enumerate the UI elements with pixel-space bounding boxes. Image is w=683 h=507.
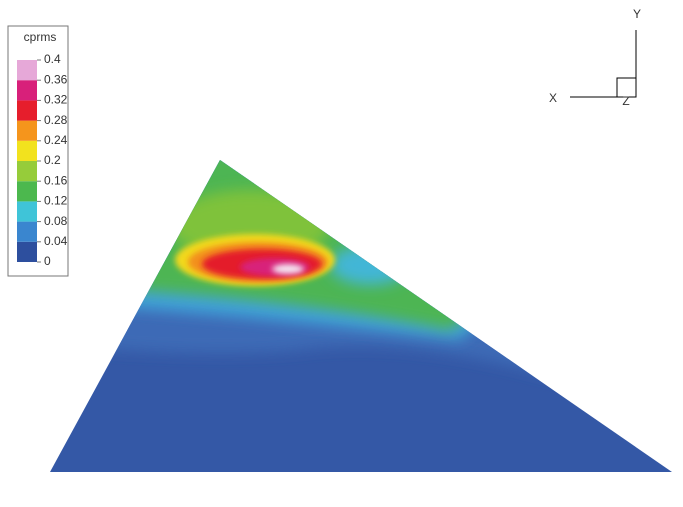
legend: cprms 0 0.04 0.08 0.12 0.16 0.2 0.24 0.28 0.32 0.… bbox=[7, 25, 69, 277]
colorbar-band bbox=[17, 161, 37, 182]
triad-z-label: Z bbox=[622, 94, 629, 108]
colorbar-tick-label: 0.08 bbox=[44, 214, 68, 228]
legend-title: cprms bbox=[24, 30, 57, 44]
colorbar-band bbox=[17, 181, 37, 202]
triad-x-label: X bbox=[549, 91, 557, 105]
colorbar-tick-label: 0.2 bbox=[44, 153, 61, 167]
colorbar-tick-label: 0 bbox=[44, 254, 51, 268]
contour-field bbox=[50, 160, 672, 472]
colorbar-tick-label: 0.28 bbox=[44, 113, 68, 127]
colorbar-tick-label: 0.16 bbox=[44, 173, 68, 187]
axis-triad: Y X Z bbox=[549, 7, 641, 108]
triad-y-label: Y bbox=[633, 7, 641, 21]
colorbar-tick-label: 0.36 bbox=[44, 72, 68, 86]
colorbar-band bbox=[17, 221, 37, 242]
colorbar-band bbox=[17, 80, 37, 101]
triad-box bbox=[616, 77, 637, 98]
colorbar-band bbox=[17, 241, 37, 262]
colorbar-tick-label: 0.32 bbox=[44, 93, 68, 107]
colorbar-band bbox=[17, 60, 37, 81]
colorbar-tick-label: 0.04 bbox=[44, 234, 68, 248]
colorbar-tick-label: 0.12 bbox=[44, 194, 68, 208]
colorbar-band bbox=[17, 201, 37, 222]
colorbar-band bbox=[17, 120, 37, 141]
colorbar-tick-label: 0.4 bbox=[44, 52, 61, 66]
colorbar-band bbox=[17, 140, 37, 161]
colorbar-band bbox=[17, 100, 37, 121]
colorbar-tick-label: 0.24 bbox=[44, 133, 68, 147]
